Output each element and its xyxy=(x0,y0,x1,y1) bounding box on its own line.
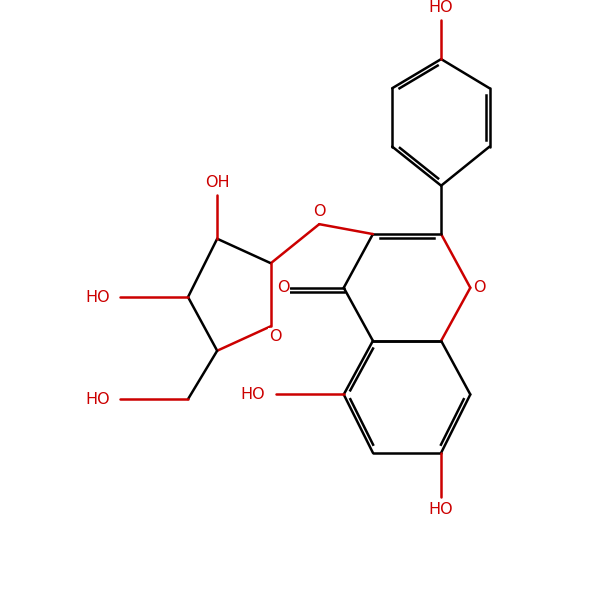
Text: HO: HO xyxy=(241,387,265,402)
Text: OH: OH xyxy=(205,175,229,190)
Text: O: O xyxy=(313,204,325,219)
Text: HO: HO xyxy=(429,0,454,14)
Text: HO: HO xyxy=(85,392,110,407)
Text: HO: HO xyxy=(85,290,110,305)
Text: O: O xyxy=(269,329,282,344)
Text: HO: HO xyxy=(429,502,454,517)
Text: O: O xyxy=(473,280,485,295)
Text: O: O xyxy=(277,280,289,295)
